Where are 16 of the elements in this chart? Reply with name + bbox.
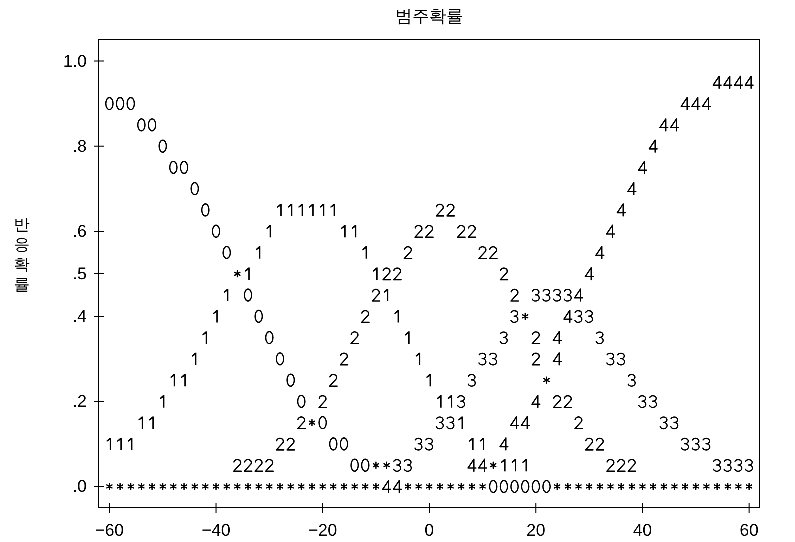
y-tick-label: 1.0 xyxy=(63,52,87,71)
x-tick-label: −20 xyxy=(308,521,338,540)
y-tick-label: .8 xyxy=(72,136,87,156)
x-tick-label: 40 xyxy=(633,521,652,540)
x-tick-label: 60 xyxy=(740,521,759,540)
y-tick-label: .4 xyxy=(72,307,87,326)
y-tick-label: .6 xyxy=(72,222,87,241)
y-tick-label: .2 xyxy=(72,392,87,412)
x-tick-label: 0 xyxy=(424,521,434,540)
x-tick-label: −60 xyxy=(95,521,124,540)
y-axis-title: 반응확률 xyxy=(14,217,30,294)
x-tick-label: 20 xyxy=(526,521,546,540)
y-tick-label: .5 xyxy=(72,264,87,284)
x-tick-label: −40 xyxy=(202,521,231,540)
chart-title: 범주확률 xyxy=(396,7,464,26)
y-tick-label: .0 xyxy=(72,477,87,496)
